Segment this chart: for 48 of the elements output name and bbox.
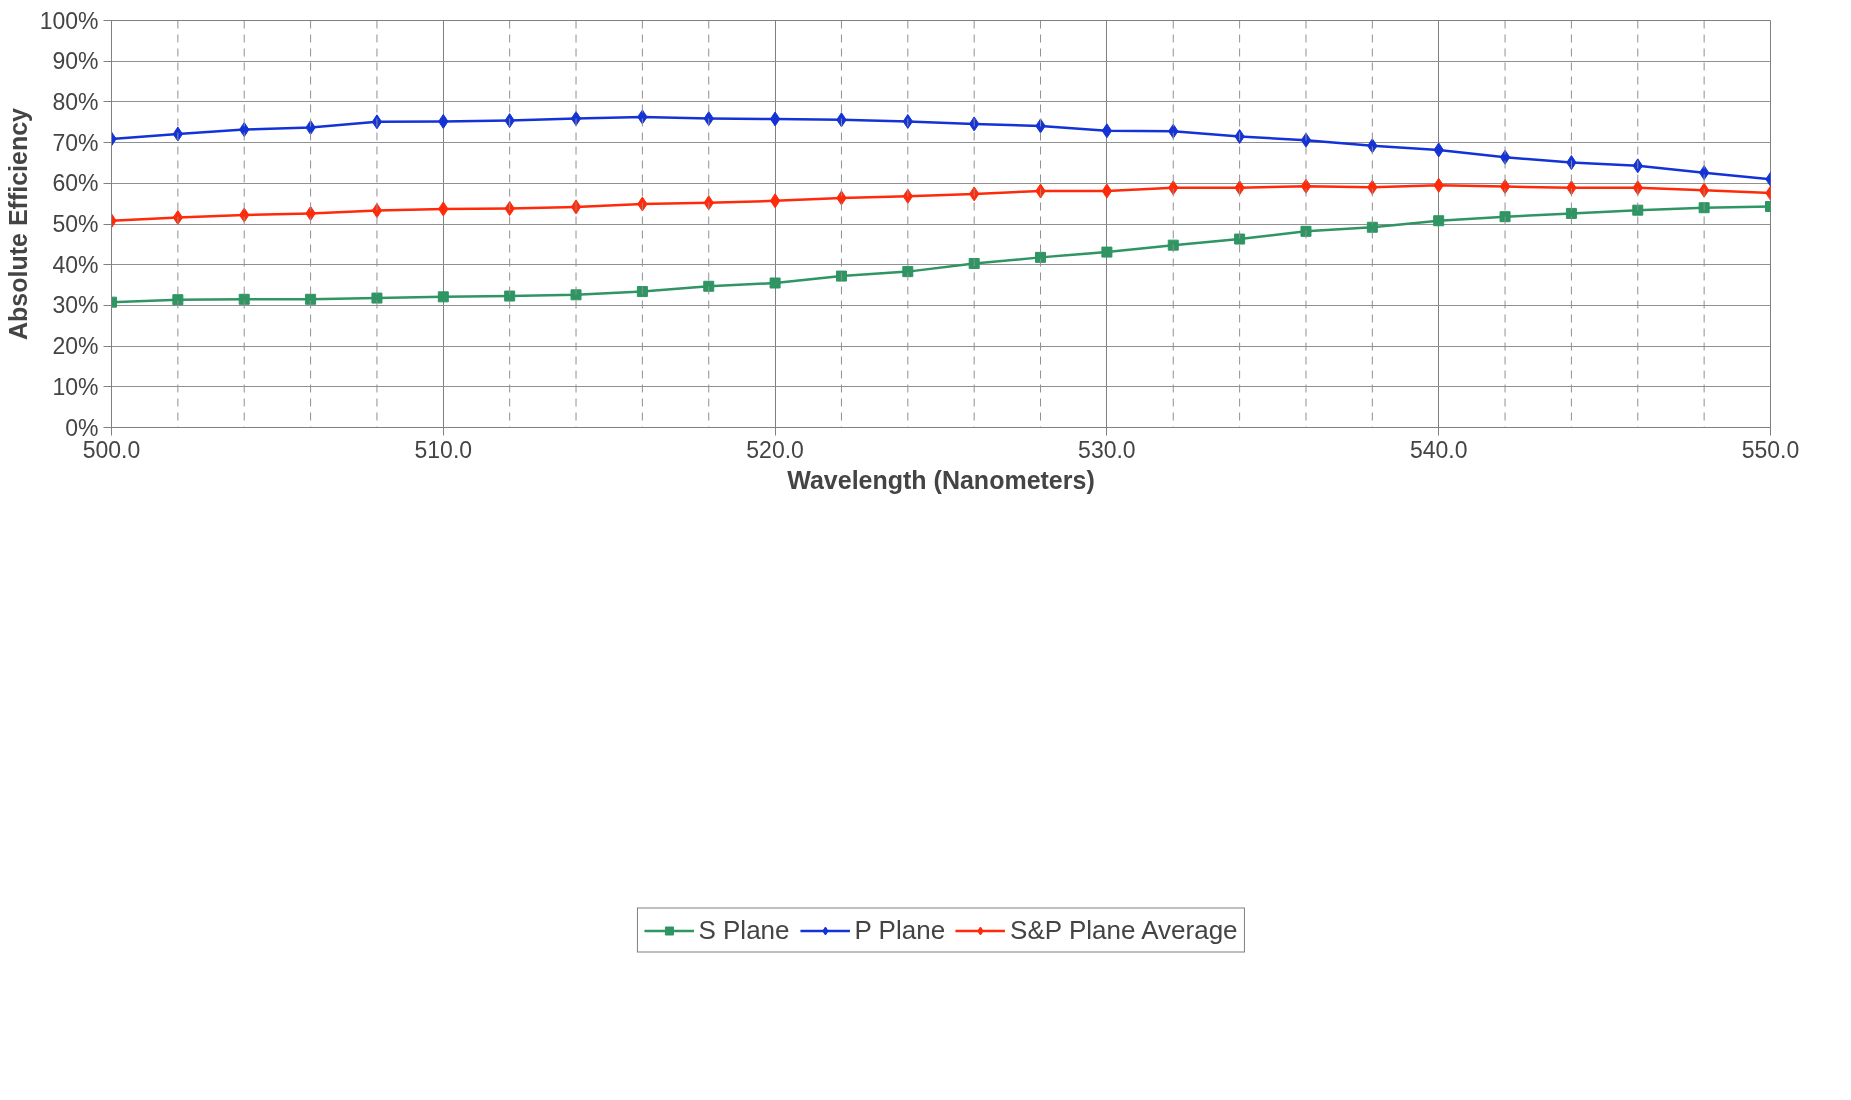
point [835, 270, 847, 282]
point [371, 292, 383, 304]
point [1101, 246, 1113, 258]
point [1632, 204, 1644, 216]
point [968, 257, 980, 269]
x-tick-label: 530.0 [1078, 436, 1136, 463]
point [1101, 123, 1113, 139]
y-tick-label: 80% [52, 88, 99, 115]
y-tick-label: 20% [52, 333, 99, 360]
x-tick-label: 520.0 [746, 436, 804, 463]
point [1433, 215, 1445, 227]
point [636, 286, 648, 298]
x-tick-label: 510.0 [414, 436, 473, 463]
x-tick-label: 540.0 [1409, 436, 1468, 463]
point [769, 111, 781, 127]
point [902, 266, 914, 278]
x-axis-title: Wavelength (Nanometers) [787, 465, 1095, 494]
point [1565, 207, 1577, 219]
y-axis-title: Absolute Efficiency [3, 107, 32, 340]
point [1101, 183, 1113, 199]
point [1035, 251, 1047, 263]
y-tick-label: 10% [52, 373, 99, 400]
y-tick-label: 70% [52, 129, 99, 156]
point [570, 289, 582, 301]
point [238, 293, 250, 305]
y-tick-label: 50% [52, 211, 99, 237]
point [504, 290, 516, 302]
point [1300, 225, 1312, 237]
point [305, 293, 317, 305]
point [437, 291, 449, 303]
point [769, 193, 781, 209]
x-tick-label: 550.0 [1741, 436, 1800, 463]
point [1698, 202, 1710, 214]
point [1234, 233, 1246, 245]
point [172, 294, 184, 306]
y-tick-label: 100% [39, 7, 99, 34]
point [1366, 221, 1378, 233]
y-tick-label: 40% [52, 251, 99, 278]
legend-label: S Plane [698, 914, 790, 946]
y-tick-label: 60% [52, 170, 99, 197]
point [1167, 239, 1179, 251]
point [769, 277, 781, 289]
legend-label: P Plane [854, 914, 946, 946]
legend-label: S&P Plane Average [1010, 914, 1238, 946]
point [1499, 211, 1511, 223]
y-tick-label: 30% [52, 292, 99, 319]
y-tick-label: 90% [52, 48, 99, 75]
point [703, 280, 715, 292]
